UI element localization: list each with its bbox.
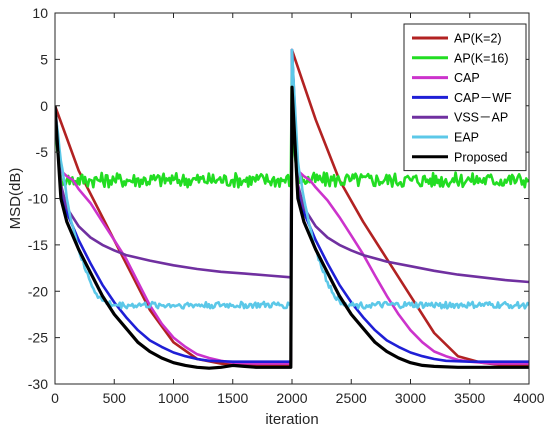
x-tick-label: 2000 (276, 390, 307, 406)
y-tick-label: 0 (40, 98, 48, 114)
y-tick-label: -25 (28, 330, 48, 346)
legend-label: EAP (454, 131, 479, 145)
series-line-eap (55, 48, 529, 310)
x-tick-label: 3000 (395, 390, 426, 406)
legend-label: CAP (454, 71, 480, 85)
x-tick-label: 2500 (336, 390, 367, 406)
legend-entry: AP(K=16) (412, 51, 509, 65)
y-tick-label: 5 (40, 51, 48, 67)
y-tick-label: -10 (28, 191, 48, 207)
legend-entry: CAP－WF (412, 91, 512, 105)
series-line-proposed (55, 85, 529, 370)
legend: AP(K=2) AP(K=16) CAP CAP－WF VSS－AP EAP Propose… (403, 23, 527, 172)
x-tick-label: 0 (51, 390, 59, 406)
legend-entry: AP(K=2) (412, 32, 502, 46)
legend-label: VSS－AP (454, 111, 508, 125)
y-tick-label: -5 (36, 144, 49, 160)
x-tick-label: 1500 (217, 390, 248, 406)
y-tick-label: -15 (28, 237, 48, 253)
y-tick-label: 10 (32, 5, 48, 21)
y-axis-title: MSD(dB) (7, 168, 24, 230)
legend-label: AP(K=2) (454, 32, 502, 46)
legend-entry: CAP (412, 71, 480, 85)
legend-label: Proposed (454, 150, 508, 164)
legend-label: AP(K=16) (454, 51, 509, 65)
series-lines (55, 48, 529, 370)
x-axis-ticks: 0 500 1000 1500 2000 2500 3000 3500 4000 (51, 13, 545, 406)
x-tick-label: 1000 (158, 390, 189, 406)
x-tick-label: 3500 (454, 390, 485, 406)
y-tick-label: -20 (28, 283, 48, 299)
y-axis-ticks: 10 5 0 -5 -10 -15 -20 -25 -30 (28, 5, 529, 392)
legend-entry: Proposed (412, 150, 508, 164)
legend-label: CAP－WF (454, 91, 512, 105)
legend-entry: EAP (412, 131, 479, 145)
y-tick-label: -30 (28, 376, 48, 392)
legend-entry: VSS－AP (412, 111, 508, 125)
x-tick-label: 4000 (513, 390, 544, 406)
x-axis-title: iteration (265, 411, 318, 428)
x-tick-label: 500 (103, 390, 127, 406)
